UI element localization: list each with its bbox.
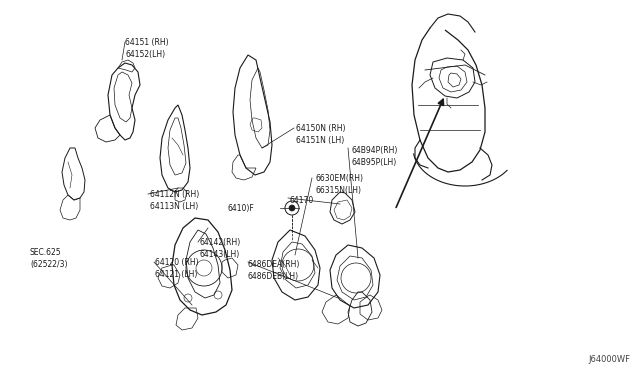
Text: 64112N (RH): 64112N (RH): [150, 190, 199, 199]
Text: 64B94P(RH): 64B94P(RH): [352, 146, 398, 155]
Text: 64151N (LH): 64151N (LH): [296, 136, 344, 145]
Text: 64170: 64170: [290, 196, 314, 205]
Text: (62522/3): (62522/3): [30, 260, 67, 269]
Text: 64120 (RH): 64120 (RH): [155, 258, 198, 267]
Text: 6630EM(RH): 6630EM(RH): [316, 174, 364, 183]
Text: 6486DEB(LH): 6486DEB(LH): [248, 272, 299, 281]
Text: SEC.625: SEC.625: [30, 248, 61, 257]
Text: 64113N (LH): 64113N (LH): [150, 202, 198, 211]
Text: 66315N(LH): 66315N(LH): [316, 186, 362, 195]
Text: 64B95P(LH): 64B95P(LH): [352, 158, 397, 167]
Circle shape: [289, 205, 295, 211]
Text: 64142(RH): 64142(RH): [200, 238, 241, 247]
Text: 64152(LH): 64152(LH): [125, 50, 165, 59]
Text: 6410)F: 6410)F: [228, 204, 255, 213]
Text: 64121 (LH): 64121 (LH): [155, 270, 197, 279]
Text: 64150N (RH): 64150N (RH): [296, 124, 346, 133]
Text: J64000WF: J64000WF: [588, 355, 630, 364]
Text: 64151 (RH): 64151 (RH): [125, 38, 168, 47]
Text: 6486DEA(RH): 6486DEA(RH): [248, 260, 300, 269]
Text: 64143(LH): 64143(LH): [200, 250, 240, 259]
